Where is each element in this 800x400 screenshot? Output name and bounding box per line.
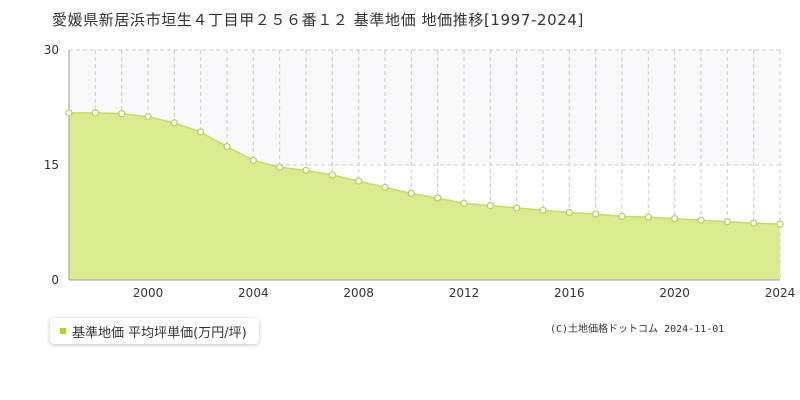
x-tick-label: 2020 bbox=[659, 286, 690, 300]
legend-label: 基準地価 平均坪単価(万円/坪) bbox=[72, 325, 247, 341]
y-tick-label: 15 bbox=[44, 158, 59, 172]
data-point bbox=[197, 128, 205, 136]
x-tick-label: 2012 bbox=[449, 286, 480, 300]
data-point bbox=[539, 206, 547, 214]
data-point bbox=[486, 202, 494, 210]
data-point bbox=[65, 109, 73, 117]
x-tick-label: 2016 bbox=[554, 286, 585, 300]
series-area bbox=[69, 112, 780, 280]
legend-marker bbox=[60, 328, 66, 334]
data-point bbox=[170, 119, 178, 127]
y-tick-label: 0 bbox=[51, 273, 59, 287]
data-point bbox=[697, 216, 705, 224]
data-point bbox=[671, 215, 679, 223]
data-point bbox=[644, 213, 652, 221]
data-point bbox=[276, 163, 284, 171]
data-point bbox=[460, 199, 468, 207]
data-point bbox=[381, 183, 389, 191]
data-point bbox=[592, 210, 600, 218]
series-line bbox=[69, 112, 781, 225]
x-tick-label: 2024 bbox=[765, 286, 796, 300]
chart-title: 愛媛県新居浜市垣生４丁目甲２５６番１２ 基準地価 地価推移[1997-2024] bbox=[52, 11, 585, 29]
data-point bbox=[118, 110, 126, 118]
y-tick-label: 30 bbox=[44, 43, 59, 57]
data-point bbox=[223, 143, 231, 151]
data-point bbox=[434, 194, 442, 202]
data-point bbox=[91, 109, 99, 117]
data-point bbox=[776, 220, 784, 228]
data-point bbox=[355, 177, 363, 185]
data-point bbox=[565, 208, 573, 217]
data-point bbox=[144, 113, 152, 121]
data-point bbox=[750, 219, 758, 227]
x-tick-label: 2004 bbox=[238, 286, 269, 300]
data-point bbox=[407, 189, 415, 197]
x-tick-label: 2000 bbox=[133, 286, 164, 300]
copyright-text: (C)土地価格ドットコム 2024-11-01 bbox=[550, 324, 725, 335]
data-point bbox=[618, 212, 626, 220]
data-point bbox=[723, 218, 731, 226]
data-point bbox=[328, 171, 336, 179]
data-point bbox=[302, 166, 310, 174]
x-tick-label: 2008 bbox=[343, 286, 374, 300]
data-point bbox=[249, 156, 257, 164]
legend[interactable]: 基準地価 平均坪単価(万円/坪) bbox=[50, 318, 259, 344]
data-point bbox=[513, 204, 521, 212]
